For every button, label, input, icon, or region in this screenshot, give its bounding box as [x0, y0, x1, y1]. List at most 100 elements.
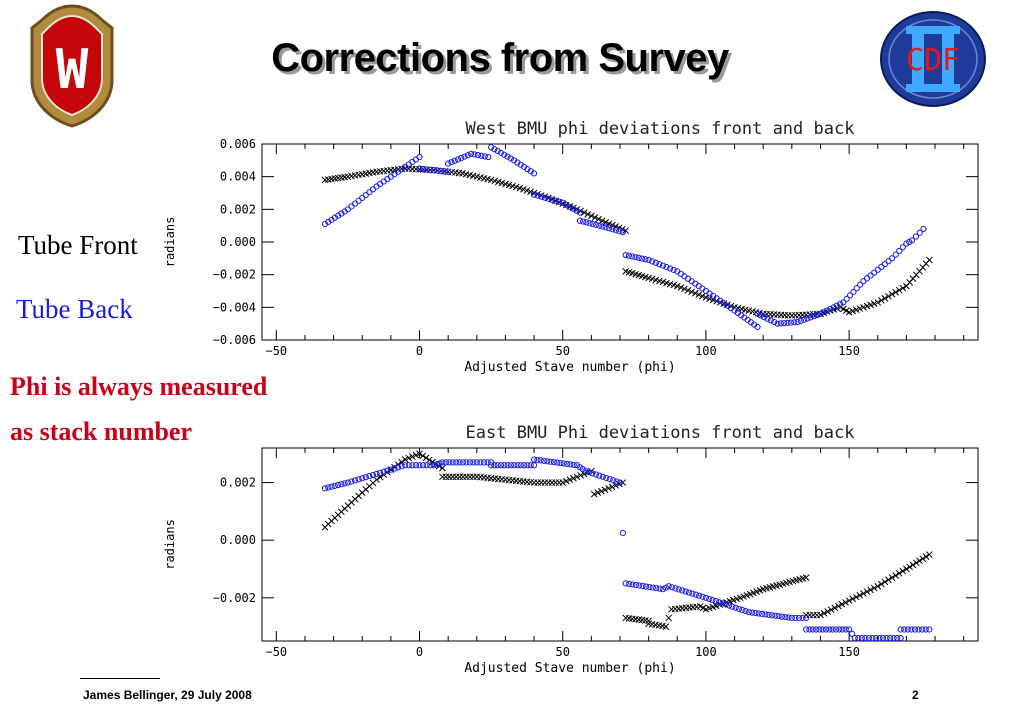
y-tick-label: −0.002	[213, 591, 256, 605]
y-tick-label: −0.006	[213, 333, 256, 347]
back-o-marker	[548, 196, 556, 203]
back-o-marker	[689, 590, 696, 597]
back-o-marker	[699, 593, 706, 600]
back-o-marker	[596, 472, 603, 479]
back-o-marker	[646, 583, 653, 591]
front-x-marker	[588, 212, 595, 220]
back-o-marker	[679, 587, 686, 594]
back-o-marker	[797, 317, 804, 324]
front-x-marker	[684, 287, 692, 294]
back-o-marker	[570, 461, 577, 468]
front-x-marker	[845, 308, 853, 316]
back-o-marker	[416, 165, 423, 172]
back-o-marker	[331, 482, 338, 489]
back-o-marker	[767, 317, 774, 324]
chart-title: East BMU Phi deviations front and back	[466, 423, 855, 443]
back-o-marker	[879, 635, 887, 642]
back-o-marker	[559, 199, 566, 206]
front-x-marker	[416, 450, 423, 458]
front-x-marker	[874, 582, 882, 590]
back-o-marker	[592, 221, 600, 228]
back-o-marker	[851, 635, 858, 642]
back-o-marker	[862, 635, 869, 642]
front-x-marker	[598, 487, 605, 495]
back-o-marker	[537, 457, 544, 464]
back-o-marker	[795, 614, 803, 622]
x-tick-label: 100	[695, 645, 717, 659]
front-x-marker	[831, 604, 839, 612]
back-o-marker	[471, 151, 478, 158]
back-o-marker	[709, 596, 716, 604]
front-x-marker	[706, 295, 713, 303]
footer-rule	[80, 678, 160, 679]
front-x-marker	[516, 184, 524, 192]
back-o-marker	[599, 223, 606, 230]
back-o-marker	[501, 151, 508, 158]
front-x-marker	[877, 297, 885, 304]
front-x-marker	[584, 210, 592, 218]
back-o-marker	[656, 261, 663, 268]
front-x-marker	[892, 572, 900, 579]
back-o-marker	[810, 313, 818, 320]
back-o-marker	[398, 463, 405, 470]
back-o-marker	[792, 614, 799, 622]
front-x-marker	[817, 611, 824, 619]
back-o-marker	[788, 614, 795, 622]
back-o-marker	[894, 635, 901, 642]
back-o-marker	[777, 320, 784, 327]
front-x-marker	[824, 608, 831, 615]
back-o-marker	[765, 611, 772, 618]
back-o-marker	[369, 471, 377, 479]
back-o-marker	[804, 315, 811, 322]
back-o-marker	[843, 295, 850, 302]
back-o-marker	[366, 472, 373, 480]
wisconsin-crest-logo: W	[30, 4, 114, 128]
back-o-marker	[890, 635, 897, 642]
back-o-marker	[629, 581, 636, 588]
front-x-marker	[523, 187, 531, 194]
back-o-marker	[685, 589, 693, 596]
back-o-marker	[706, 595, 713, 602]
back-o-marker	[836, 626, 843, 633]
x-tick-label: −50	[265, 344, 287, 358]
back-o-marker	[772, 612, 779, 619]
back-o-marker	[897, 626, 904, 633]
back-o-marker	[649, 584, 656, 591]
x-tick-label: 150	[838, 645, 860, 659]
back-o-marker	[576, 217, 584, 224]
back-o-marker	[433, 461, 440, 468]
legend-tube-front: Tube Front	[18, 230, 138, 260]
front-x-marker	[559, 479, 567, 486]
front-x-marker	[452, 473, 460, 481]
back-o-marker	[592, 471, 600, 478]
back-o-marker	[833, 302, 840, 309]
y-axis-label: radians	[163, 217, 177, 268]
back-o-marker	[481, 153, 488, 160]
back-o-marker	[504, 153, 511, 160]
back-o-marker	[430, 462, 437, 469]
front-x-marker	[802, 574, 810, 581]
back-o-marker	[602, 224, 609, 231]
back-o-marker	[675, 586, 682, 593]
back-o-marker	[735, 605, 743, 612]
footer-author: James Bellinger, 29 July 2008	[83, 688, 252, 702]
back-o-marker	[874, 266, 881, 273]
back-o-marker	[652, 259, 659, 266]
back-o-marker	[550, 459, 558, 466]
back-o-marker	[839, 626, 846, 633]
front-x-marker	[895, 569, 903, 577]
back-o-marker	[491, 462, 498, 469]
back-o-marker	[636, 582, 643, 589]
back-o-marker	[442, 459, 449, 466]
front-x-marker	[874, 299, 882, 306]
front-x-marker	[835, 602, 842, 610]
back-o-marker	[897, 635, 904, 642]
back-o-marker	[642, 256, 649, 263]
back-o-marker	[344, 479, 352, 486]
front-x-marker	[885, 292, 892, 300]
back-o-marker	[547, 458, 554, 465]
front-x-marker	[527, 188, 534, 196]
y-tick-label: 0.000	[220, 533, 256, 547]
front-x-marker	[405, 454, 413, 462]
back-o-marker	[402, 462, 409, 469]
